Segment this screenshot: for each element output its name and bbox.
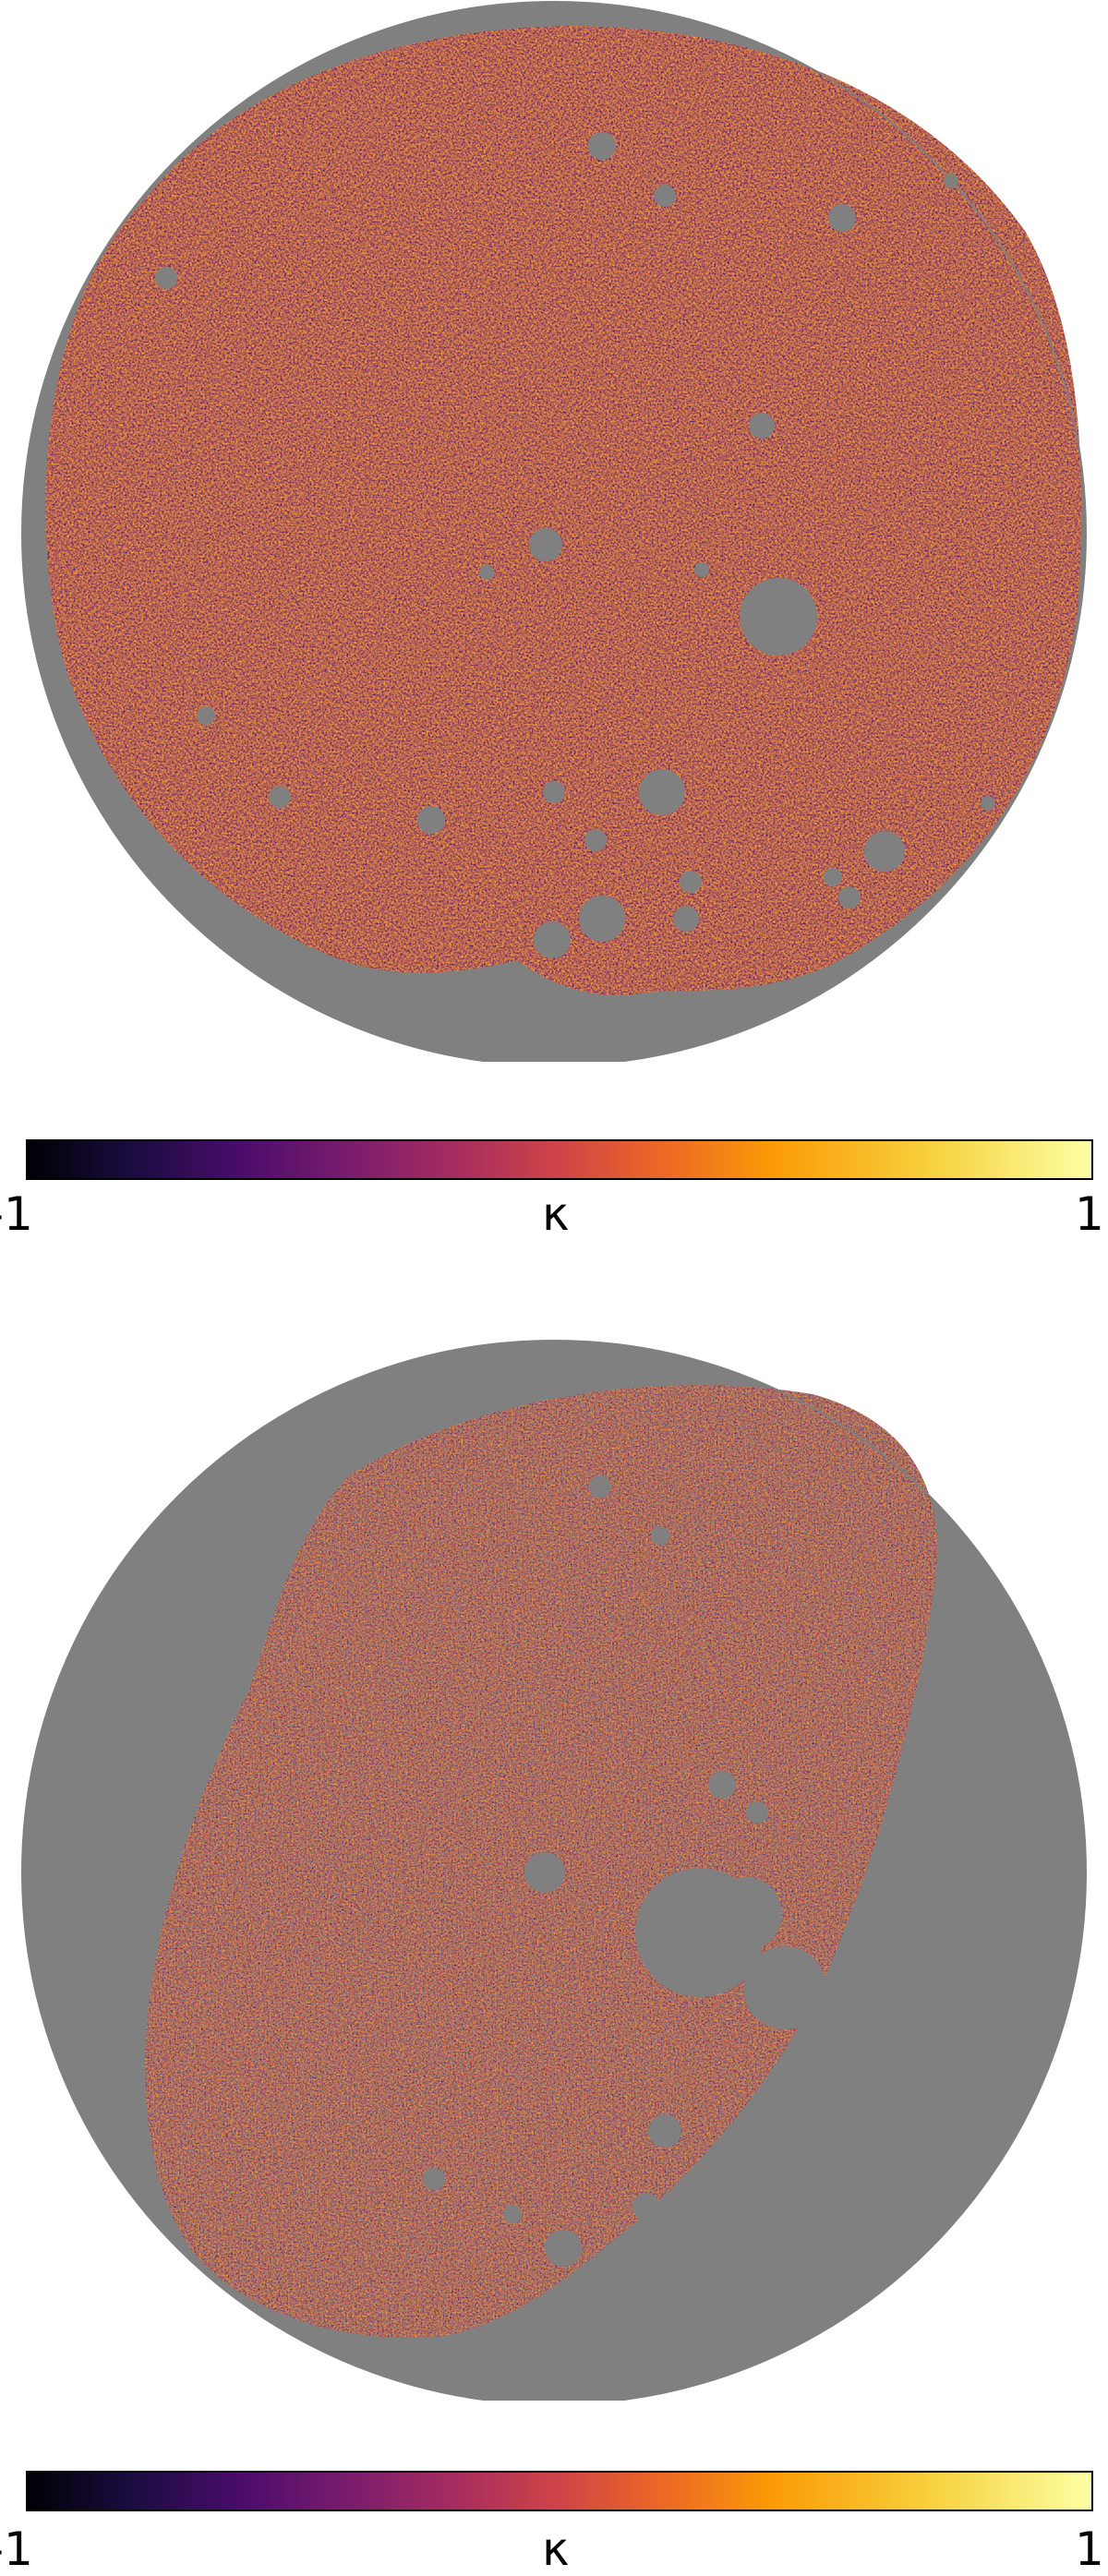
colorbar-gradient-bottom [28, 2473, 1091, 2510]
kappa-map-top [21, 1, 1087, 1062]
colorbar-bottom [26, 2471, 1093, 2511]
colorbar-max-label: 1 [1075, 1187, 1104, 1241]
map-panel-top: -1 κ 1 [0, 0, 1108, 1283]
mask-holes-bottom [423, 1475, 826, 2267]
colorbar-gradient-top [28, 1141, 1091, 1178]
colorbar-label: κ [542, 2522, 570, 2576]
colorbar-label: κ [542, 1187, 570, 1241]
colorbar-top [26, 1139, 1093, 1180]
kappa-map-bottom [21, 1340, 1087, 2401]
colorbar-max-label: 1 [1075, 2522, 1104, 2576]
colorbar-min-label: -1 [0, 2522, 33, 2576]
mask-holes-top [155, 132, 995, 958]
map-panel-bottom: -1 κ 1 [0, 1283, 1108, 2572]
colorbar-min-label: -1 [0, 1187, 33, 1241]
